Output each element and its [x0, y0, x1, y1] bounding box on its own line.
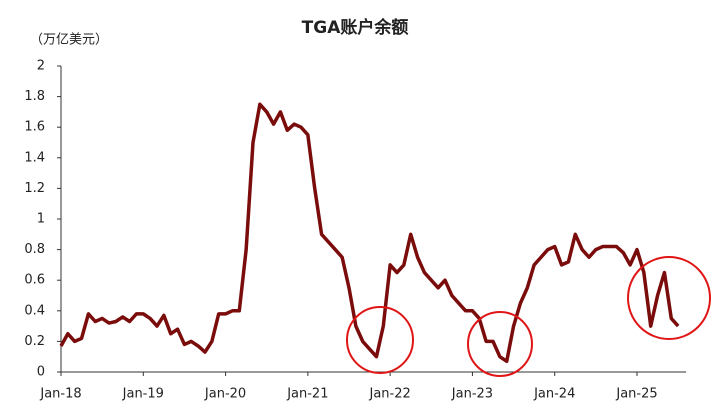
x-tick-label: Jan-22 — [369, 387, 411, 402]
y-tick-label: 1 — [37, 212, 45, 227]
plot: 0 0.2 0.4 0.6 0.8 1 1.2 1.4 1.6 1.8 2 Jan-18 Jan-19 J… — [24, 59, 687, 402]
y-tick-label: 1.8 — [24, 89, 45, 104]
highlight-circle — [346, 306, 414, 374]
y-tick-label: 0.2 — [24, 334, 45, 349]
highlight-circle — [467, 311, 533, 377]
y-tick-label: 2 — [37, 59, 45, 74]
x-tick-label: Jan-23 — [451, 387, 493, 402]
x-tick-label: Jan-24 — [533, 387, 575, 402]
x-tick-label: Jan-21 — [286, 387, 328, 402]
y-tick-label: 0.6 — [24, 273, 45, 288]
y-axis-label: （万亿美元） — [30, 33, 108, 48]
y-tick-label: 1.4 — [24, 150, 45, 165]
y-tick-label: 0 — [37, 365, 45, 380]
y-tick-label: 0.8 — [24, 242, 45, 257]
chart-title: TGA账户余额 — [302, 17, 409, 38]
x-tick-label: Jan-18 — [39, 387, 81, 402]
x-tick-label: Jan-19 — [122, 387, 164, 402]
y-tick-label: 0.4 — [24, 303, 45, 318]
highlight-circle — [627, 256, 711, 340]
x-tick-label: Jan-20 — [204, 387, 246, 402]
data-line — [59, 102, 680, 364]
x-tick-label: Jan-25 — [615, 387, 657, 402]
y-tick-label: 1.6 — [24, 120, 45, 135]
y-tick-label: 1.2 — [24, 181, 45, 196]
